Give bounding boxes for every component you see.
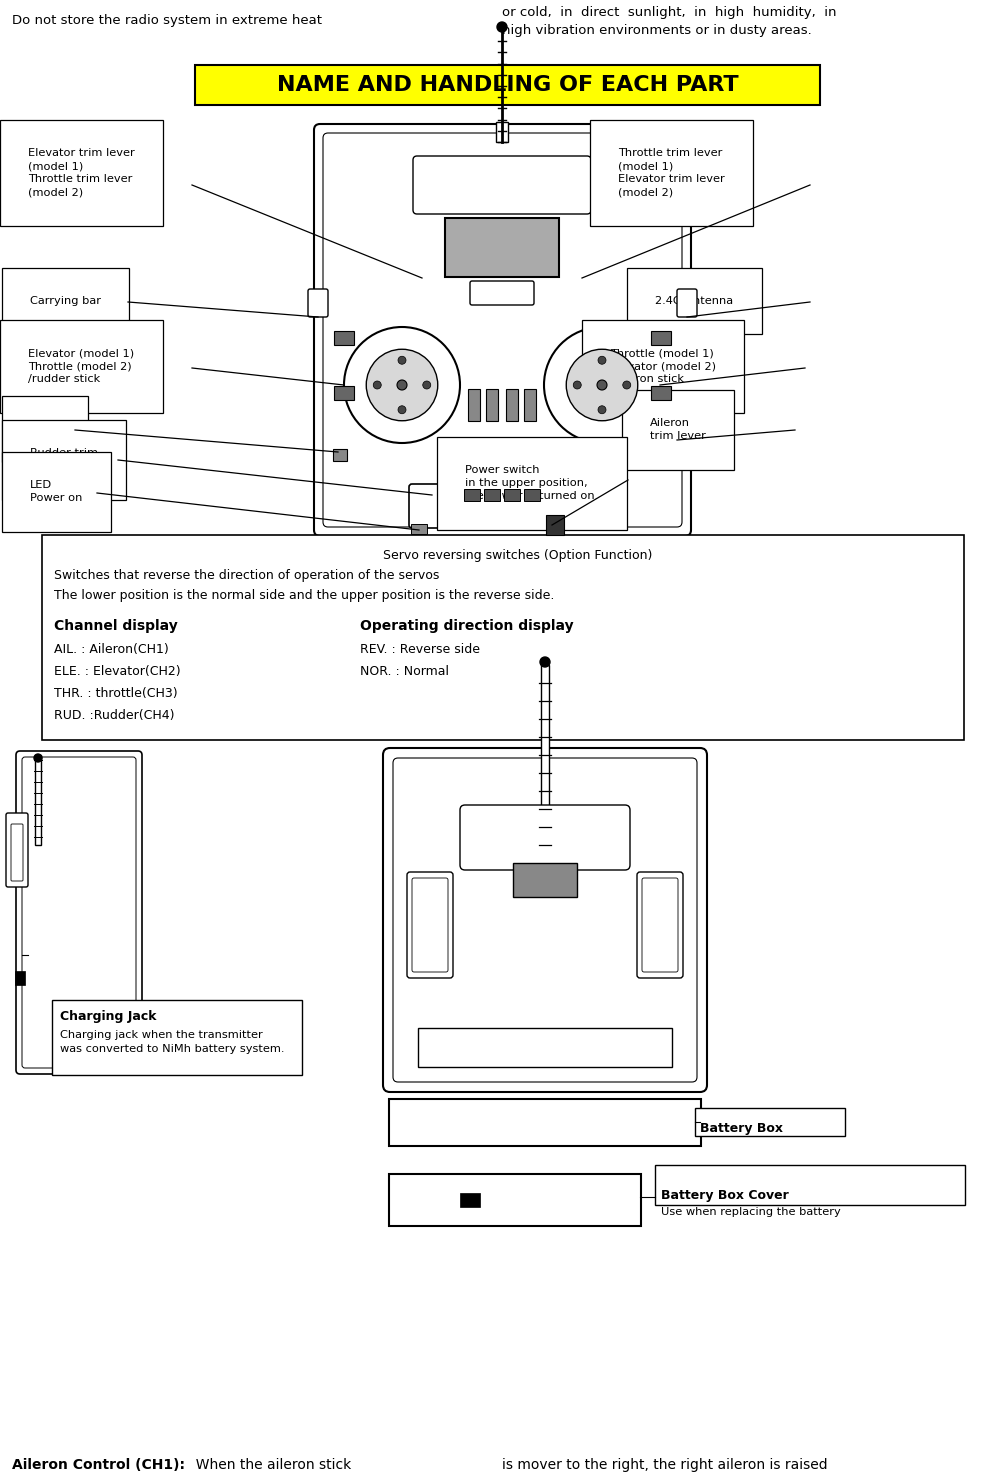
FancyBboxPatch shape: [409, 483, 595, 528]
Circle shape: [566, 350, 638, 421]
FancyBboxPatch shape: [524, 489, 540, 501]
Circle shape: [366, 350, 438, 421]
FancyBboxPatch shape: [546, 515, 564, 535]
FancyBboxPatch shape: [468, 389, 480, 421]
Text: Servo reversing switches (Option Function): Servo reversing switches (Option Functio…: [352, 549, 652, 562]
FancyBboxPatch shape: [418, 1028, 672, 1066]
FancyBboxPatch shape: [651, 386, 671, 400]
FancyBboxPatch shape: [308, 289, 328, 317]
Circle shape: [598, 406, 606, 414]
Circle shape: [397, 380, 407, 390]
Text: or cold,  in  direct  sunlight,  in  high  humidity,  in: or cold, in direct sunlight, in high hum…: [502, 6, 836, 19]
FancyBboxPatch shape: [470, 280, 534, 305]
Circle shape: [344, 326, 460, 443]
FancyBboxPatch shape: [496, 122, 508, 142]
FancyBboxPatch shape: [411, 523, 427, 534]
Text: Use when replacing the battery: Use when replacing the battery: [661, 1207, 841, 1218]
Circle shape: [373, 381, 381, 389]
FancyBboxPatch shape: [6, 813, 28, 887]
FancyBboxPatch shape: [16, 750, 142, 1074]
Text: Charging jack when the transmitter
was converted to NiMh battery system.: Charging jack when the transmitter was c…: [60, 1031, 284, 1054]
FancyBboxPatch shape: [314, 125, 691, 535]
FancyBboxPatch shape: [464, 489, 480, 501]
Circle shape: [34, 753, 42, 762]
FancyBboxPatch shape: [334, 386, 354, 400]
FancyBboxPatch shape: [513, 863, 577, 897]
FancyBboxPatch shape: [393, 758, 697, 1083]
FancyBboxPatch shape: [651, 331, 671, 346]
Circle shape: [623, 381, 631, 389]
FancyBboxPatch shape: [22, 756, 136, 1068]
FancyBboxPatch shape: [35, 755, 41, 845]
FancyBboxPatch shape: [445, 218, 559, 277]
FancyBboxPatch shape: [407, 872, 453, 977]
Text: high vibration environments or in dusty areas.: high vibration environments or in dusty …: [502, 24, 812, 37]
FancyBboxPatch shape: [413, 156, 591, 214]
Text: Battery Box Cover: Battery Box Cover: [661, 1189, 789, 1203]
FancyBboxPatch shape: [484, 489, 500, 501]
FancyBboxPatch shape: [383, 747, 707, 1091]
Text: 2.4G Antenna: 2.4G Antenna: [655, 297, 733, 305]
Bar: [15, 971, 25, 985]
Text: Rudder trim
lever: Rudder trim lever: [30, 448, 98, 472]
Text: The lower position is the normal side and the upper position is the reverse side: The lower position is the normal side an…: [54, 589, 555, 602]
Text: Do not store the radio system in extreme heat: Do not store the radio system in extreme…: [12, 13, 322, 27]
Bar: [195, 65, 820, 105]
Circle shape: [598, 356, 606, 365]
Text: RUD. :Rudder(CH4): RUD. :Rudder(CH4): [54, 709, 175, 722]
Text: THR. : throttle(CH3): THR. : throttle(CH3): [54, 687, 178, 700]
FancyBboxPatch shape: [334, 331, 354, 346]
Text: Hook: Hook: [30, 424, 59, 435]
Text: Carrying bar: Carrying bar: [30, 297, 100, 305]
FancyBboxPatch shape: [642, 878, 678, 971]
Text: Power switch
in the upper position,
the power is turned on.: Power switch in the upper position, the …: [465, 466, 598, 501]
Text: REV. : Reverse side: REV. : Reverse side: [360, 644, 480, 655]
Text: When the aileron stick: When the aileron stick: [187, 1458, 352, 1473]
Text: Operating direction display: Operating direction display: [360, 618, 574, 633]
Circle shape: [597, 380, 607, 390]
FancyBboxPatch shape: [389, 1175, 641, 1226]
Bar: [52, 1000, 302, 1075]
Text: NAME AND HANDLING OF EACH PART: NAME AND HANDLING OF EACH PART: [276, 76, 739, 95]
Circle shape: [497, 22, 507, 33]
FancyBboxPatch shape: [541, 664, 549, 845]
Text: Elevator trim lever
(model 1)
Throttle trim lever
(model 2): Elevator trim lever (model 1) Throttle t…: [28, 148, 135, 197]
Text: AIL. : Aileron(CH1): AIL. : Aileron(CH1): [54, 644, 169, 655]
FancyBboxPatch shape: [333, 449, 347, 461]
Text: LED
Power on: LED Power on: [30, 480, 82, 503]
Text: Aileron
trim lever: Aileron trim lever: [650, 418, 706, 442]
FancyBboxPatch shape: [486, 389, 498, 421]
FancyBboxPatch shape: [637, 872, 683, 977]
FancyBboxPatch shape: [389, 1099, 701, 1146]
FancyBboxPatch shape: [323, 133, 682, 526]
Text: Channel display: Channel display: [54, 618, 178, 633]
Circle shape: [423, 381, 431, 389]
Text: Elevator (model 1)
Throttle (model 2)
/rudder stick: Elevator (model 1) Throttle (model 2) /r…: [28, 349, 134, 384]
Text: is mover to the right, the right aileron is raised: is mover to the right, the right aileron…: [502, 1458, 828, 1473]
Bar: [42, 535, 964, 740]
Text: Battery Box: Battery Box: [700, 1123, 783, 1134]
Bar: [460, 1192, 480, 1207]
Bar: [655, 1166, 965, 1206]
FancyBboxPatch shape: [506, 389, 518, 421]
FancyBboxPatch shape: [677, 289, 697, 317]
Text: Throttle (model 1)
Elevator (model 2)
/Aileron stick: Throttle (model 1) Elevator (model 2) /A…: [610, 349, 716, 384]
Text: Throttle trim lever
(model 1)
Elevator trim lever
(model 2): Throttle trim lever (model 1) Elevator t…: [618, 148, 725, 197]
Circle shape: [398, 406, 406, 414]
Text: NOR. : Normal: NOR. : Normal: [360, 664, 449, 678]
Circle shape: [398, 356, 406, 365]
Bar: [695, 1108, 845, 1136]
FancyBboxPatch shape: [524, 389, 536, 421]
Circle shape: [573, 381, 581, 389]
Text: Aileron Control (CH1):: Aileron Control (CH1):: [12, 1458, 185, 1473]
Text: Switches that reverse the direction of operation of the servos: Switches that reverse the direction of o…: [54, 569, 439, 581]
FancyBboxPatch shape: [412, 878, 448, 971]
FancyBboxPatch shape: [460, 805, 630, 871]
FancyBboxPatch shape: [504, 489, 520, 501]
Circle shape: [540, 657, 550, 667]
Text: Charging Jack: Charging Jack: [60, 1010, 157, 1023]
Text: ELE. : Elevator(CH2): ELE. : Elevator(CH2): [54, 664, 181, 678]
Circle shape: [544, 326, 660, 443]
FancyBboxPatch shape: [11, 825, 23, 881]
